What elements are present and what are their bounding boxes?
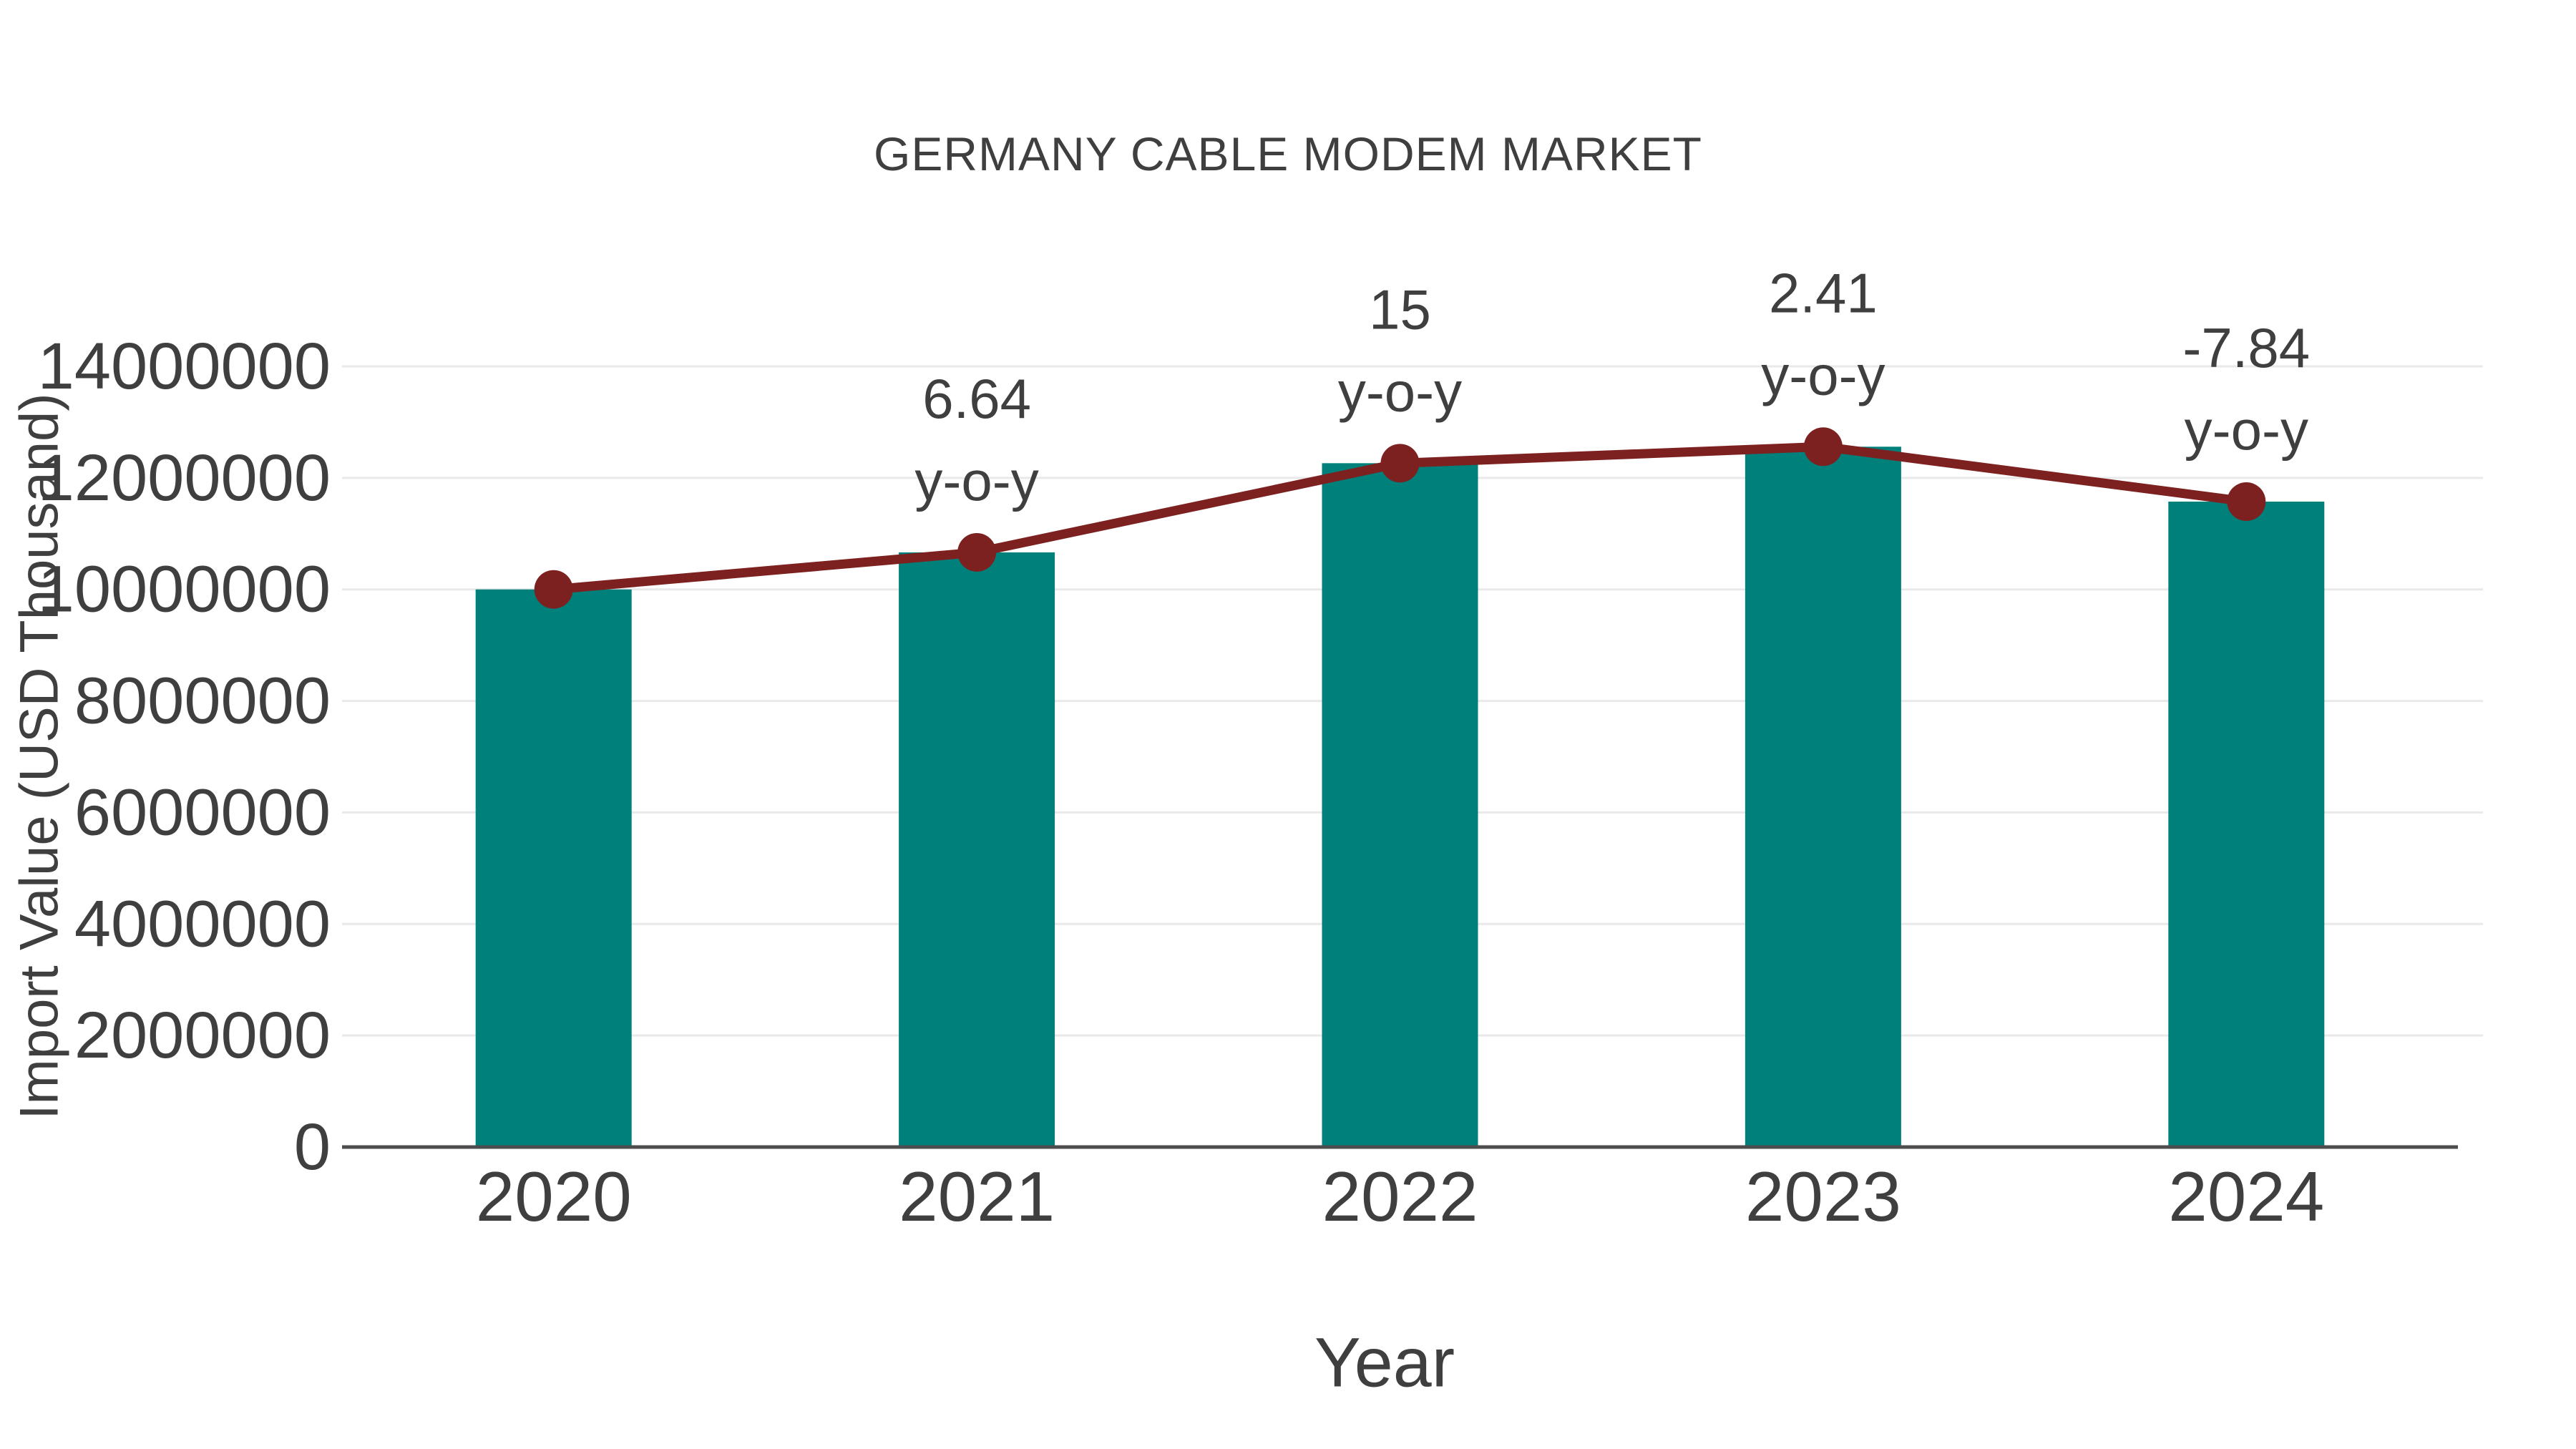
y-tick-label: 0 <box>294 1111 331 1184</box>
y-axis-tick-labels: 0 2000000 4000000 6000000 8000000 10000000 120… <box>38 330 331 1184</box>
annotation-value-2023: 2.41 <box>1769 261 1878 324</box>
bar-2022 <box>1322 463 1478 1147</box>
line-series <box>534 427 2266 609</box>
annotation-caption-2024: y-o-y <box>2185 399 2308 462</box>
bar-2023 <box>1745 447 1901 1147</box>
y-tick-label: 10000000 <box>38 553 331 626</box>
x-tick-label-2023: 2023 <box>1745 1157 1901 1236</box>
y-tick-label: 4000000 <box>74 887 331 960</box>
x-tick-label-2020: 2020 <box>476 1157 632 1236</box>
y-tick-label: 8000000 <box>74 665 331 738</box>
marker-2020 <box>534 570 573 609</box>
bar-2021 <box>899 552 1055 1147</box>
y-tick-label: 12000000 <box>38 441 331 514</box>
annotation-caption-2022: y-o-y <box>1338 360 1462 423</box>
bar-2024 <box>2168 502 2325 1147</box>
x-tick-label-2024: 2024 <box>2168 1157 2324 1236</box>
annotation-value-2022: 15 <box>1369 278 1431 341</box>
annotation-caption-2021: y-o-y <box>914 449 1038 512</box>
annotation-value-2024: -7.84 <box>2182 316 2310 379</box>
annotation-value-2021: 6.64 <box>922 367 1031 430</box>
marker-2024 <box>2227 482 2266 522</box>
annotation-caption-2023: y-o-y <box>1761 343 1885 406</box>
x-tick-label-2022: 2022 <box>1322 1157 1478 1236</box>
data-labels: 6.64 y-o-y 15 y-o-y 2.41 y-o-y -7.84 y-o-y <box>914 261 2310 512</box>
y-axis-title: Import Value (USD Thousand) <box>9 393 70 1119</box>
marker-2022 <box>1380 444 1420 483</box>
marker-2021 <box>957 532 997 572</box>
y-tick-label: 6000000 <box>74 776 331 849</box>
x-tick-label-2021: 2021 <box>899 1157 1055 1236</box>
bar-series <box>475 447 2325 1147</box>
x-axis-title: Year <box>1314 1324 1455 1402</box>
y-tick-label: 14000000 <box>38 330 331 403</box>
marker-2023 <box>1803 427 1843 467</box>
x-axis-tick-labels: 2020 2021 2022 2023 2024 <box>476 1157 2325 1236</box>
chart-title: GERMANY CABLE MODEM MARKET <box>874 127 1702 180</box>
y-tick-label: 2000000 <box>74 999 331 1072</box>
bar-2020 <box>475 589 632 1147</box>
